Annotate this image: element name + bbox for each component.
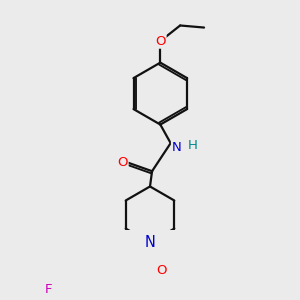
Text: N: N xyxy=(172,141,182,154)
Text: N: N xyxy=(145,235,155,250)
Text: F: F xyxy=(45,283,52,296)
Text: H: H xyxy=(188,139,197,152)
Text: O: O xyxy=(117,156,128,169)
Text: O: O xyxy=(155,35,166,48)
Text: O: O xyxy=(156,264,167,277)
